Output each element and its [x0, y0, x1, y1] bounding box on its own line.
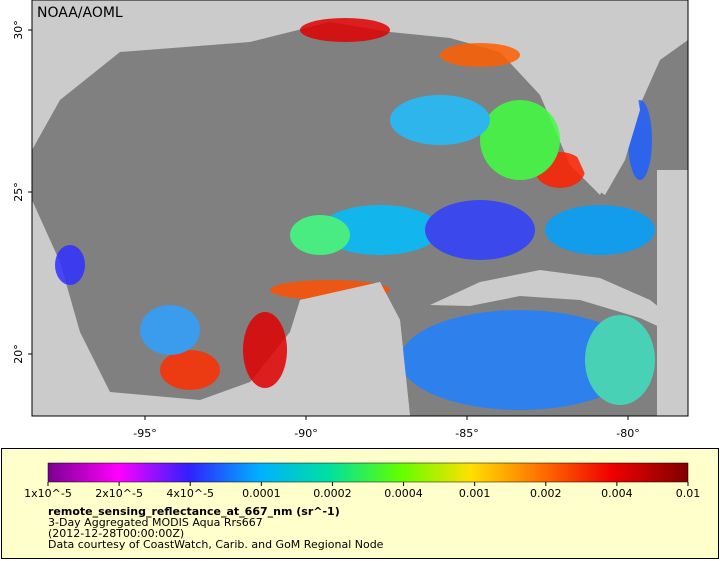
- lon-label: -80°: [616, 427, 639, 440]
- credit: NOAA/AOML: [37, 5, 123, 21]
- colorbar-label: 0.001: [459, 487, 491, 500]
- colorbar-label: 0.01: [676, 487, 701, 500]
- caption-line: Data courtesy of CoastWatch, Carib. and …: [48, 538, 384, 551]
- data-overlay: [55, 18, 655, 410]
- lon-label: -95°: [133, 427, 156, 440]
- colorbar-label: 0.0004: [384, 487, 423, 500]
- lat-label: 25°: [12, 182, 25, 202]
- colorbar-label: 4x10^-5: [166, 487, 214, 500]
- map-frame: [31, 0, 689, 417]
- caption-line: (2012-12-28T00:00:00Z): [48, 527, 184, 540]
- lon-label: -90°: [294, 427, 317, 440]
- cuba: [430, 270, 688, 340]
- map: [32, 0, 688, 416]
- colorbar-label: 0.002: [530, 487, 562, 500]
- variable: remote_sensing_reflectance_at_667_nm (sr…: [48, 505, 340, 518]
- colorbar-label: 0.0002: [313, 487, 352, 500]
- caption-line: 3-Day Aggregated MODIS Aqua Rrs667: [48, 516, 263, 529]
- colorbar-label: 0.004: [601, 487, 633, 500]
- colorbar-label: 1x10^-5: [24, 487, 72, 500]
- colorbar: [47, 462, 689, 483]
- lat-label: 30°: [12, 20, 25, 40]
- colorbar-label: 2x10^-5: [95, 487, 143, 500]
- lat-label: 20°: [12, 344, 25, 364]
- yucatan: [300, 282, 410, 416]
- florida: [540, 0, 640, 195]
- land-east: [657, 170, 688, 416]
- lon-label: -85°: [455, 427, 478, 440]
- colorbar-label: 0.0001: [242, 487, 281, 500]
